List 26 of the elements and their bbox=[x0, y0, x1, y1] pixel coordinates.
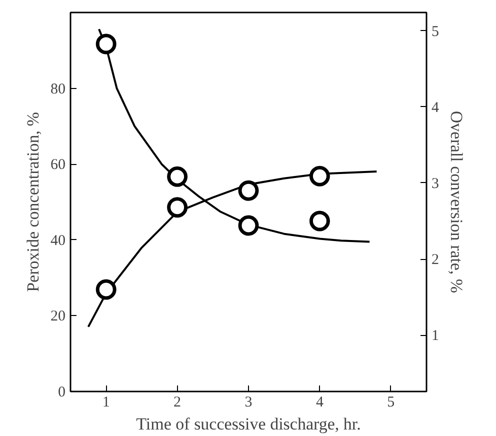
x-tick-label: 4 bbox=[316, 394, 324, 410]
point bbox=[238, 215, 259, 236]
y-axis-title: Peroxide concentration, % bbox=[24, 112, 42, 292]
y-tick-label: 60 bbox=[50, 157, 66, 174]
y2-tick-label: 1 bbox=[432, 328, 439, 344]
y-tick-label: 40 bbox=[50, 232, 66, 249]
y-tick-label: 0 bbox=[58, 384, 66, 400]
point bbox=[238, 180, 259, 201]
x-tick-label: 1 bbox=[102, 394, 110, 410]
x-tick-label: 5 bbox=[387, 394, 395, 410]
point bbox=[96, 34, 116, 54]
point bbox=[96, 279, 116, 300]
point bbox=[309, 166, 330, 186]
y2-tick-label: 2 bbox=[432, 252, 439, 268]
y2-tick-label: 5 bbox=[432, 24, 439, 40]
y-tick-label: 80 bbox=[50, 81, 66, 98]
y2-tick-label: 3 bbox=[432, 176, 439, 192]
y2-tick-label: 4 bbox=[432, 100, 440, 116]
y2-axis-title: Overall conversion rate, % bbox=[447, 110, 466, 294]
x-axis-title: Time of successive discharge, hr. bbox=[136, 414, 361, 434]
point bbox=[167, 197, 188, 218]
point bbox=[167, 166, 188, 187]
y-tick-label: 20 bbox=[50, 308, 66, 325]
x-tick-label: 3 bbox=[244, 394, 252, 410]
point bbox=[309, 210, 330, 232]
x-tick-label: 2 bbox=[174, 394, 182, 410]
